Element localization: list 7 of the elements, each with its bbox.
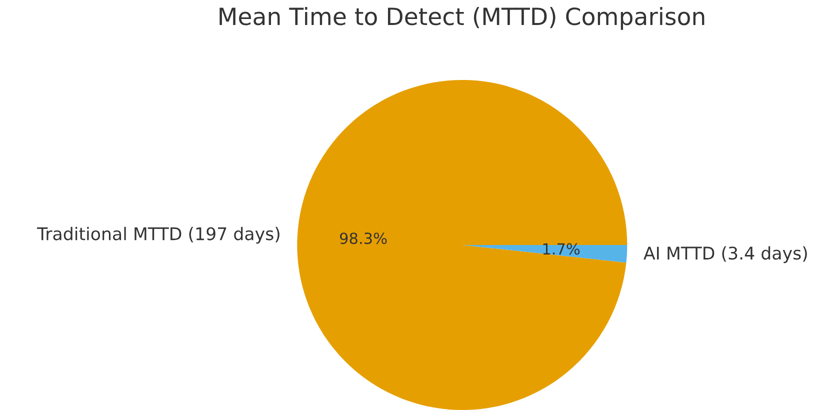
pie-slice: [462, 244, 628, 263]
data-label: 98.3%: [340, 232, 387, 244]
pie-slice: [297, 80, 628, 410]
slice-label: AI MTTD (3.4 days): [644, 246, 807, 264]
slice-label: Traditional MTTD (197 days): [37, 226, 280, 244]
data-label: 1.7%: [543, 243, 580, 255]
chart-title: Mean Time to Detect (MTTD) Comparison: [220, 7, 704, 30]
